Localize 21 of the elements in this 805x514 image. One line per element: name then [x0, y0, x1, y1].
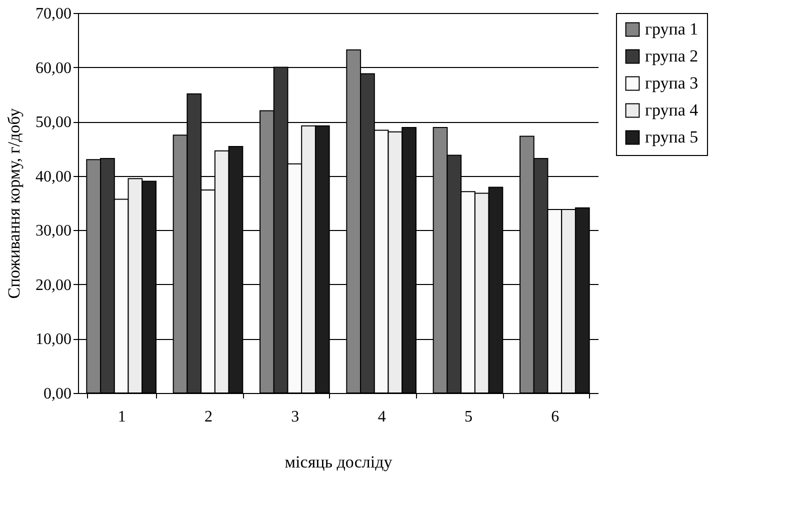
- y-axis-title: Споживання корму, г/добу: [4, 108, 24, 299]
- y-tick-label: 0,00: [44, 386, 72, 402]
- x-tick-label: 1: [118, 408, 126, 426]
- y-tick-label: 50,00: [36, 114, 72, 132]
- legend-label: група 4: [645, 100, 699, 120]
- legend-label: група 1: [645, 20, 698, 38]
- legend-label: група 2: [645, 46, 698, 66]
- x-axis-title: місяць досліду: [284, 452, 393, 472]
- x-tick-label: 3: [291, 408, 300, 426]
- legend-label: група 3: [645, 74, 698, 92]
- y-tick-label: 10,00: [36, 331, 72, 348]
- x-tick-label: 4: [378, 408, 386, 426]
- x-tick-label: 2: [204, 408, 212, 426]
- y-tick-label: 60,00: [36, 60, 72, 77]
- y-tick-label: 20,00: [36, 276, 72, 294]
- x-tick-label: 5: [464, 408, 472, 426]
- y-tick-label: 70,00: [36, 6, 72, 22]
- y-tick-label: 30,00: [36, 222, 72, 240]
- y-tick-label: 40,00: [36, 168, 72, 186]
- legend-label: група 5: [645, 128, 698, 146]
- x-tick-label: 6: [551, 408, 560, 426]
